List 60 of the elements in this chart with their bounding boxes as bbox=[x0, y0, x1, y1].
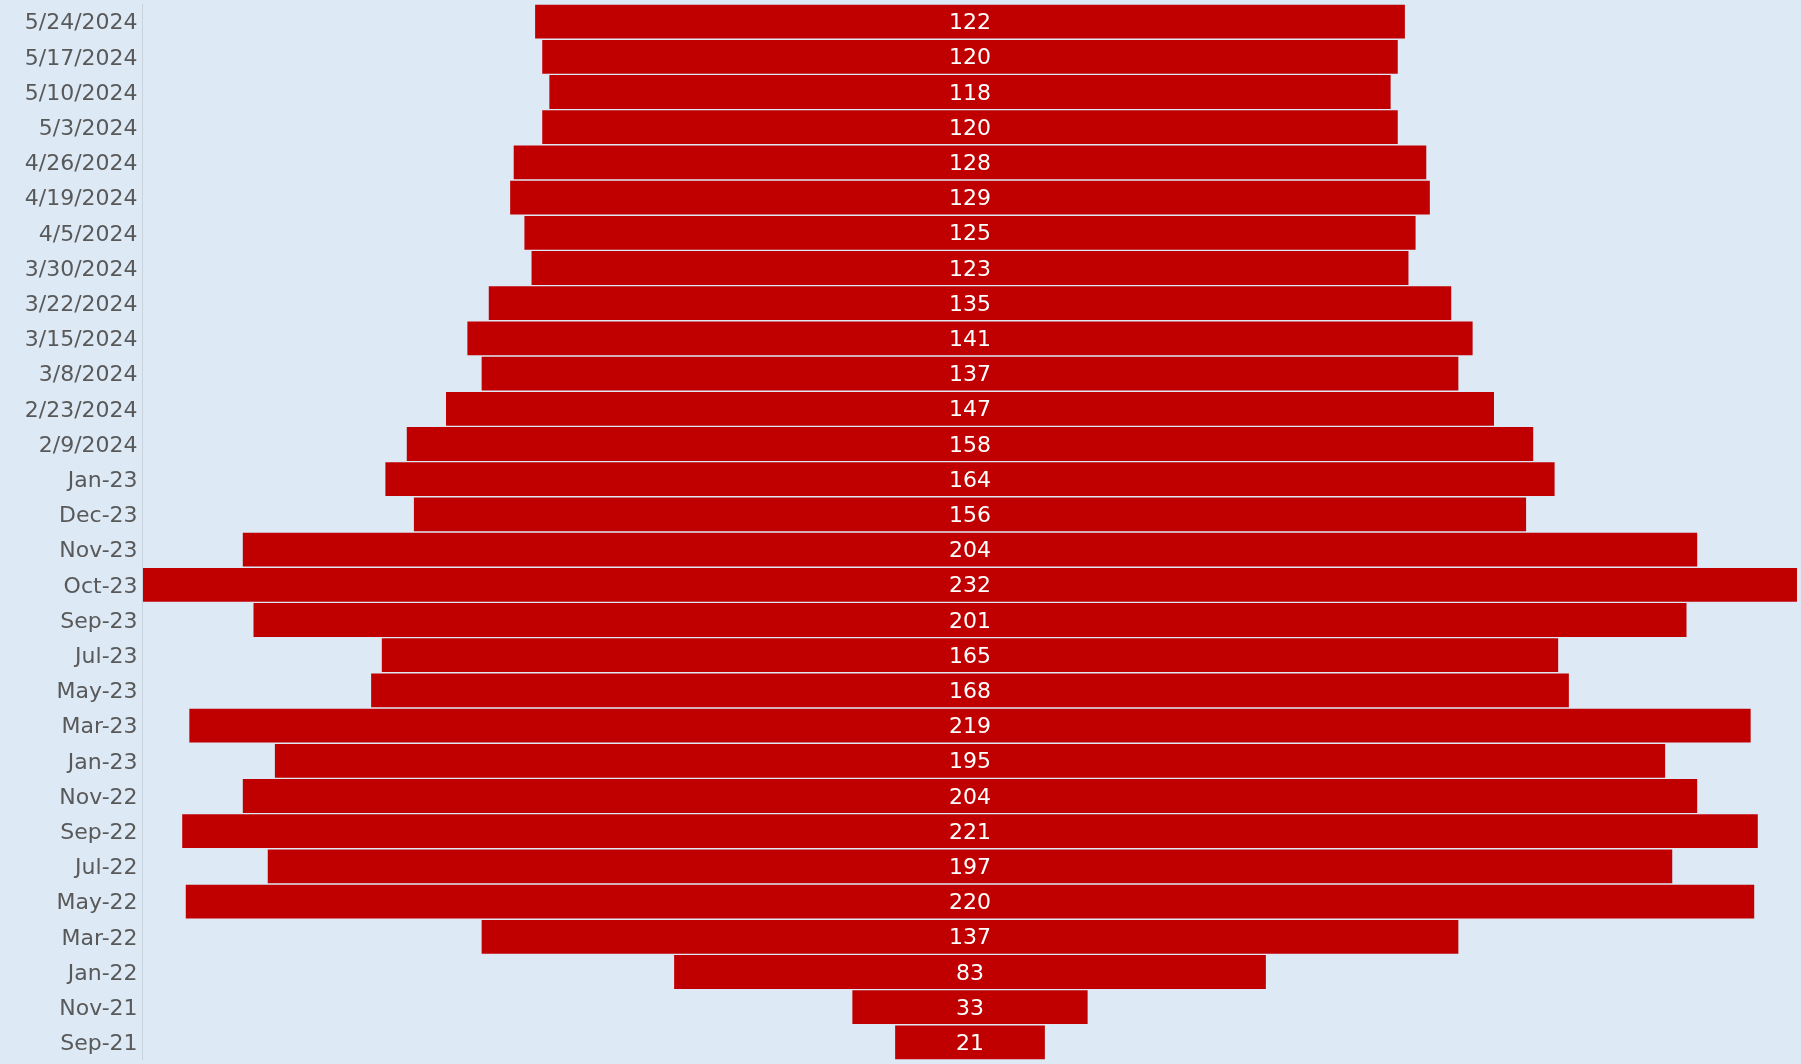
data-label: 168 bbox=[949, 677, 991, 703]
data-label: 164 bbox=[949, 466, 991, 492]
category-label: Mar-23 bbox=[61, 713, 138, 739]
data-label: 137 bbox=[949, 924, 991, 950]
data-label: 128 bbox=[949, 149, 991, 175]
data-label: 201 bbox=[949, 607, 991, 633]
data-label: 125 bbox=[949, 220, 991, 246]
category-label: 3/8/2024 bbox=[38, 361, 138, 387]
category-label: Mar-22 bbox=[61, 924, 138, 950]
data-label: 158 bbox=[949, 431, 991, 457]
category-label: 2/9/2024 bbox=[38, 431, 138, 457]
category-label: May-23 bbox=[56, 678, 138, 704]
data-label: 118 bbox=[949, 79, 991, 105]
category-label: 3/22/2024 bbox=[24, 290, 138, 316]
category-label: 3/15/2024 bbox=[24, 326, 138, 352]
data-label: 33 bbox=[956, 994, 984, 1020]
data-label: 197 bbox=[949, 853, 991, 879]
data-label: 141 bbox=[949, 325, 991, 351]
data-label: 204 bbox=[949, 537, 991, 563]
category-label: Sep-23 bbox=[60, 607, 138, 633]
data-label: 120 bbox=[949, 114, 991, 140]
category-label: 4/19/2024 bbox=[24, 185, 138, 211]
category-label: Jan-23 bbox=[65, 748, 138, 774]
category-label: Nov-22 bbox=[59, 783, 138, 809]
category-label: 4/26/2024 bbox=[24, 150, 138, 176]
category-label: 5/17/2024 bbox=[24, 44, 138, 70]
category-label: Jul-22 bbox=[73, 854, 138, 880]
category-label: Jan-23 bbox=[65, 466, 138, 492]
data-label: 120 bbox=[949, 44, 991, 70]
data-label: 83 bbox=[956, 959, 984, 985]
category-label: 4/5/2024 bbox=[38, 220, 138, 246]
data-label: 123 bbox=[949, 255, 991, 281]
data-label: 195 bbox=[949, 748, 991, 774]
data-label: 137 bbox=[949, 361, 991, 387]
category-label: Jul-23 bbox=[73, 642, 138, 668]
category-label: Sep-22 bbox=[60, 818, 138, 844]
data-label: 156 bbox=[949, 501, 991, 527]
category-label: Sep-21 bbox=[60, 1030, 138, 1056]
data-label: 129 bbox=[949, 185, 991, 211]
category-label: 3/30/2024 bbox=[24, 255, 138, 281]
data-label: 135 bbox=[949, 290, 991, 316]
category-label: 2/23/2024 bbox=[24, 396, 138, 422]
category-label: Nov-23 bbox=[59, 537, 138, 563]
data-label: 122 bbox=[949, 9, 991, 35]
category-label: Oct-23 bbox=[63, 572, 138, 598]
data-label: 204 bbox=[949, 783, 991, 809]
data-label: 147 bbox=[949, 396, 991, 422]
category-label: 5/10/2024 bbox=[24, 79, 138, 105]
data-label: 21 bbox=[956, 1029, 984, 1055]
category-label: May-22 bbox=[56, 889, 138, 915]
data-label: 165 bbox=[949, 642, 991, 668]
category-label: Dec-23 bbox=[59, 502, 138, 528]
category-label: Jan-22 bbox=[65, 959, 138, 985]
data-label: 221 bbox=[949, 818, 991, 844]
category-label: 5/24/2024 bbox=[24, 9, 138, 35]
data-label: 232 bbox=[949, 572, 991, 598]
category-label: Nov-21 bbox=[59, 994, 138, 1020]
category-label: 5/3/2024 bbox=[38, 114, 138, 140]
data-label: 220 bbox=[949, 889, 991, 915]
data-label: 219 bbox=[949, 713, 991, 739]
